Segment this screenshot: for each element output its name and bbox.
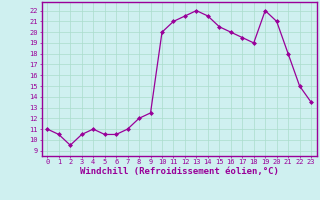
X-axis label: Windchill (Refroidissement éolien,°C): Windchill (Refroidissement éolien,°C) [80,167,279,176]
